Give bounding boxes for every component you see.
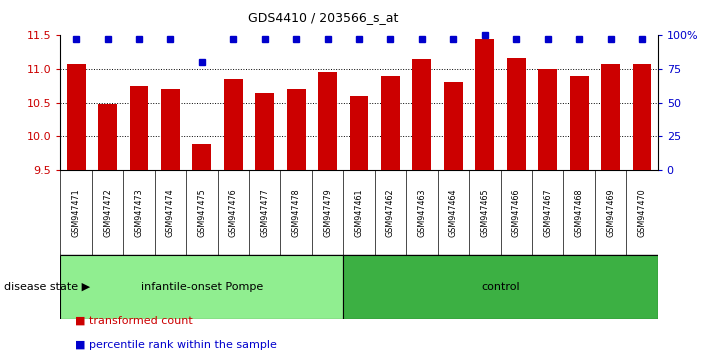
- Bar: [129, 86, 149, 170]
- Bar: [193, 144, 211, 170]
- Bar: [60, 255, 343, 319]
- Bar: [287, 89, 306, 170]
- Text: GSM947477: GSM947477: [260, 188, 269, 237]
- Text: GSM947476: GSM947476: [229, 188, 237, 237]
- Bar: [570, 76, 589, 170]
- Text: GSM947475: GSM947475: [198, 188, 206, 237]
- Text: GSM947461: GSM947461: [355, 188, 363, 237]
- Text: GDS4410 / 203566_s_at: GDS4410 / 203566_s_at: [248, 11, 399, 24]
- Bar: [601, 64, 620, 170]
- Text: disease state ▶: disease state ▶: [4, 282, 90, 292]
- Text: control: control: [481, 282, 520, 292]
- Text: GSM947474: GSM947474: [166, 188, 175, 237]
- Text: GSM947470: GSM947470: [638, 188, 646, 237]
- Bar: [476, 39, 494, 170]
- Text: GSM947466: GSM947466: [512, 188, 520, 237]
- Bar: [98, 104, 117, 170]
- Text: GSM947469: GSM947469: [606, 188, 615, 237]
- Text: GSM947465: GSM947465: [481, 188, 489, 237]
- Text: GSM947472: GSM947472: [103, 188, 112, 237]
- Text: ■ transformed count: ■ transformed count: [75, 315, 193, 325]
- Text: infantile-onset Pompe: infantile-onset Pompe: [141, 282, 263, 292]
- Bar: [507, 58, 525, 170]
- Bar: [633, 64, 651, 170]
- Bar: [412, 59, 432, 170]
- Text: GSM947473: GSM947473: [134, 188, 144, 237]
- Text: GSM947478: GSM947478: [292, 188, 301, 237]
- Bar: [319, 73, 337, 170]
- Text: ■ percentile rank within the sample: ■ percentile rank within the sample: [75, 340, 277, 350]
- Bar: [381, 76, 400, 170]
- Bar: [538, 69, 557, 170]
- Text: GSM947467: GSM947467: [543, 188, 552, 237]
- Text: GSM947462: GSM947462: [386, 188, 395, 237]
- Bar: [444, 82, 463, 170]
- Text: GSM947463: GSM947463: [417, 188, 427, 237]
- Bar: [67, 64, 85, 170]
- Bar: [350, 96, 368, 170]
- Text: GSM947471: GSM947471: [72, 188, 80, 237]
- Bar: [343, 255, 658, 319]
- Bar: [255, 92, 274, 170]
- Text: GSM947464: GSM947464: [449, 188, 458, 237]
- Text: GSM947468: GSM947468: [574, 188, 584, 237]
- Text: GSM947479: GSM947479: [323, 188, 332, 237]
- Bar: [224, 79, 242, 170]
- Bar: [161, 89, 180, 170]
